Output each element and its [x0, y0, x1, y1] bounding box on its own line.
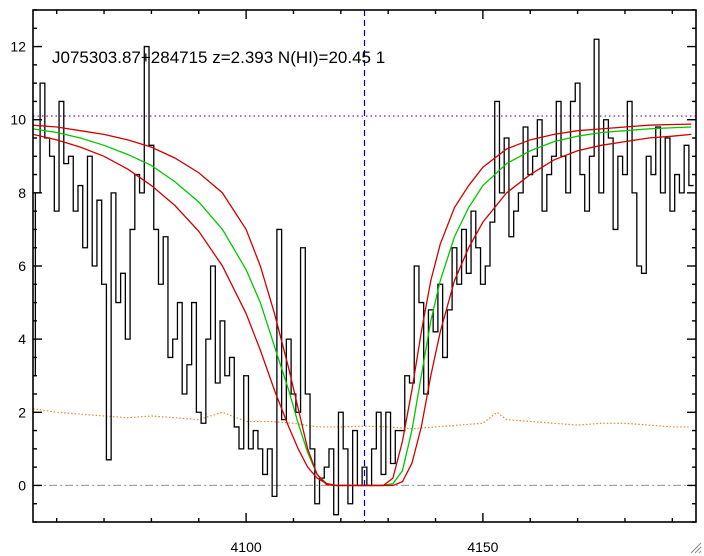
y-tick-label: 0	[18, 477, 26, 493]
x-tick-label: 4100	[231, 539, 262, 555]
axis-ticks: 0 2 4 6 8 10 12 4100 4150	[10, 9, 696, 555]
y-tick-label: 6	[18, 258, 26, 274]
x-tick-label: 4150	[467, 539, 498, 555]
y-tick-label: 2	[18, 404, 26, 420]
chart-title: J075303.87+284715 z=2.393 N(HI)=20.45 1	[52, 48, 385, 67]
y-tick-label: 8	[18, 185, 26, 201]
y-tick-label: 10	[10, 112, 26, 128]
plot-marks	[33, 10, 696, 522]
y-tick-label: 4	[18, 331, 26, 347]
resize-grip-icon[interactable]	[688, 540, 702, 554]
y-tick-label: 12	[10, 39, 26, 55]
